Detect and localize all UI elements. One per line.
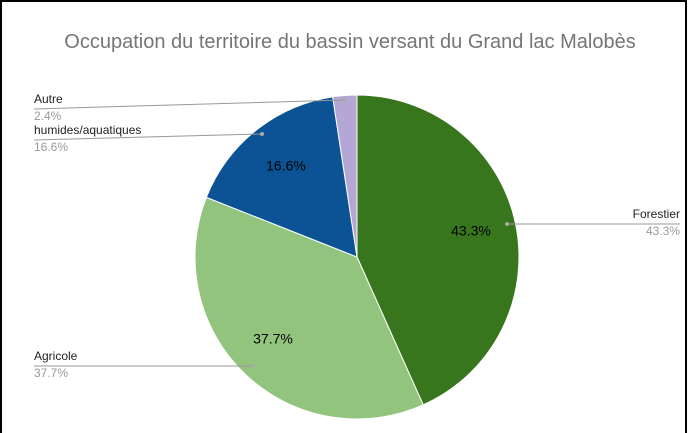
legend-value: 16.6% [34, 140, 68, 154]
legend-label: humides/aquatiques [34, 123, 141, 137]
legend-value: 37.7% [34, 366, 68, 380]
leader-line [33, 99, 345, 110]
pie-slice [194, 196, 424, 420]
leader-dot [505, 222, 509, 226]
legend-label: Autre [34, 92, 63, 106]
slice-label: 37.7% [253, 331, 293, 347]
legend-label: Forestier [633, 207, 680, 221]
legend-label: Agricole [34, 349, 78, 363]
leader-dot [342, 98, 346, 102]
slice-label: 43.3% [451, 223, 491, 239]
chart-title: Occupation du territoire du bassin versa… [64, 31, 636, 53]
legend-value: 2.4% [34, 109, 62, 123]
slice-label: 16.6% [266, 158, 306, 174]
pie-slice [332, 94, 358, 258]
leader-dot [260, 132, 264, 136]
pie-slice [356, 94, 520, 406]
leader-line [33, 133, 263, 141]
legend-value: 43.3% [646, 224, 680, 238]
pie-slice [205, 96, 358, 258]
leader-dot [250, 364, 254, 368]
